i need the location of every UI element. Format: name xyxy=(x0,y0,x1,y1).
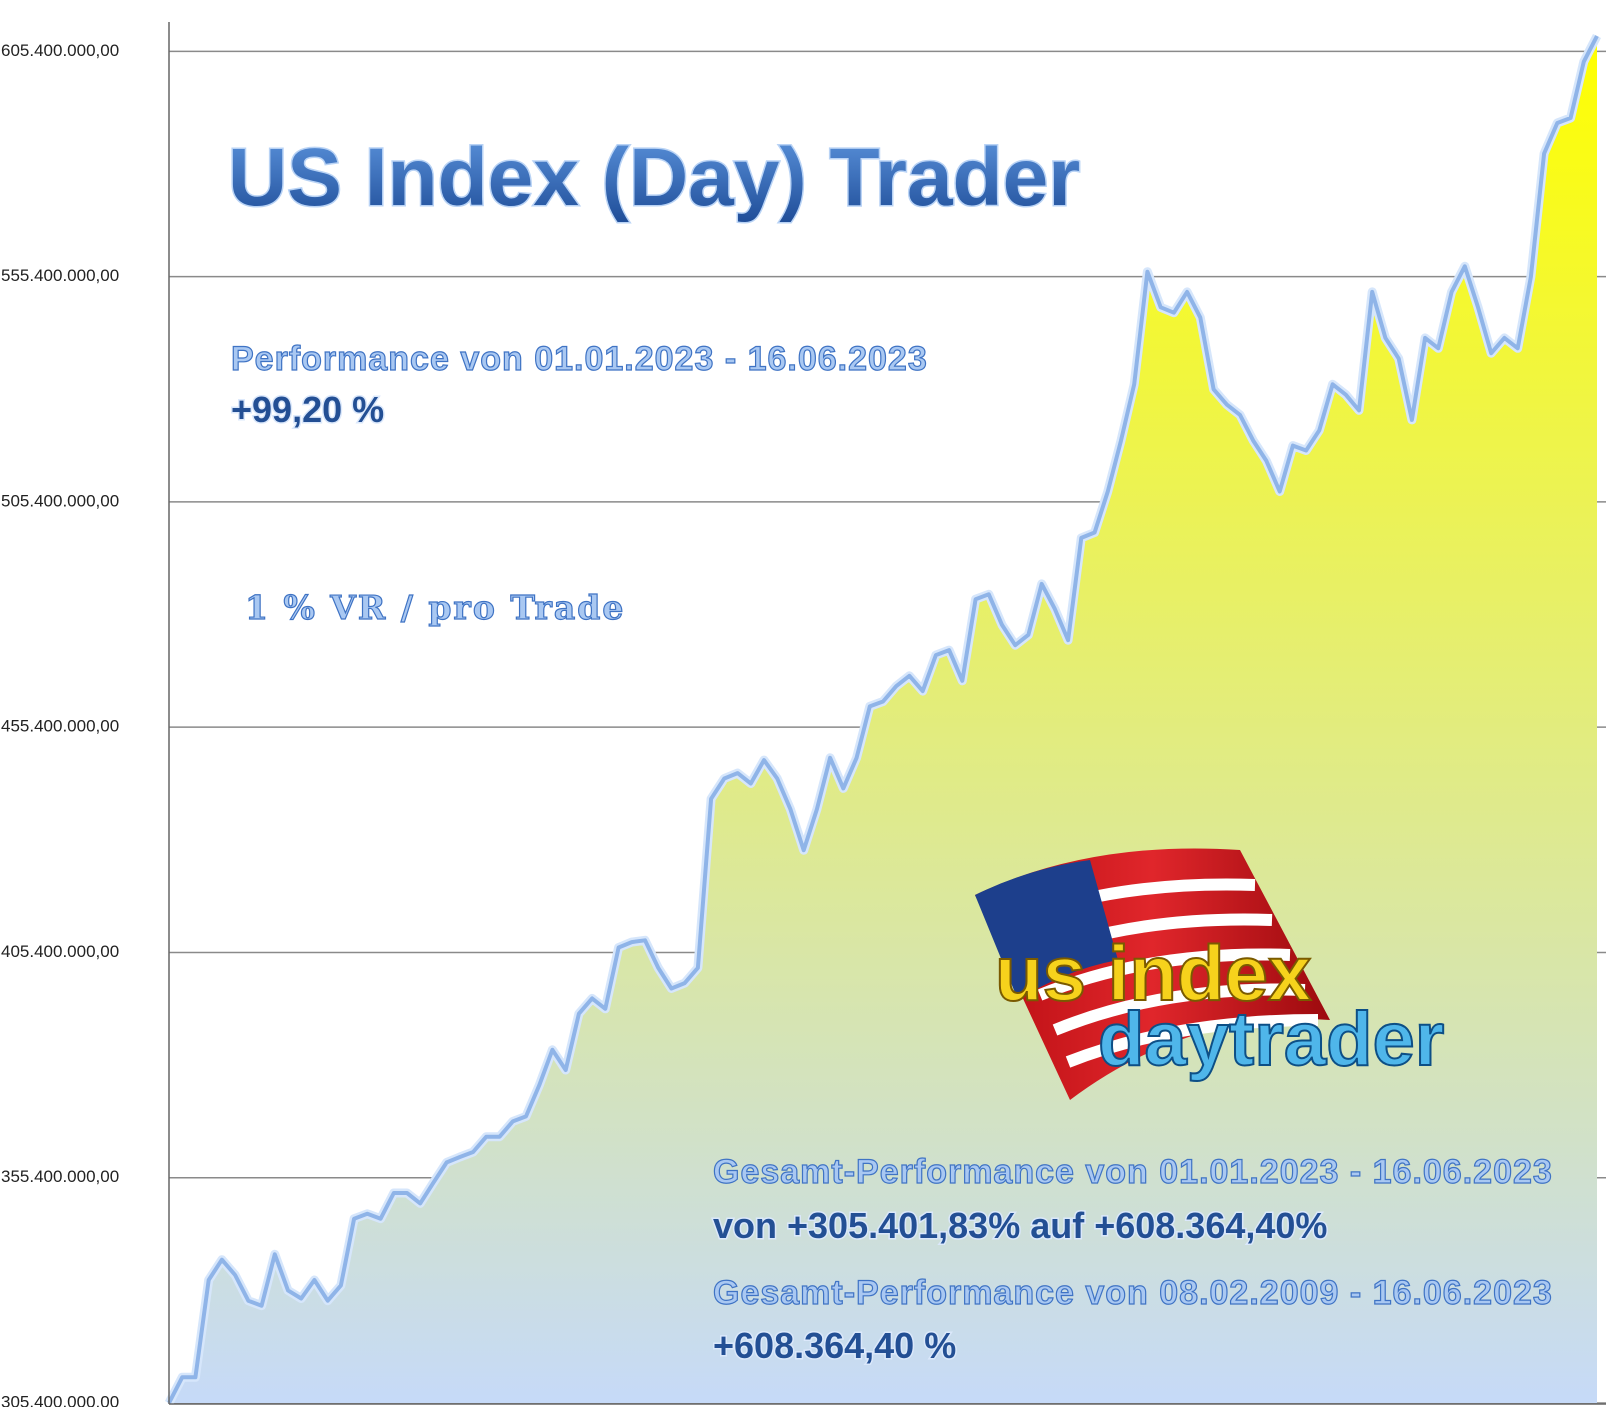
y-ticks: 305.400.000,00 355.400.000,00 405.400.000,… xyxy=(1,41,119,1407)
y-tick-label: 605.400.000,00 xyxy=(1,41,119,60)
logo-text: daytrader xyxy=(1098,997,1444,1082)
annotation: von +305.401,83% auf +608.364,40% xyxy=(713,1205,1327,1246)
y-tick-label: 305.400.000,00 xyxy=(1,1392,119,1407)
annotation: 1 % VR / pro Trade xyxy=(245,588,625,627)
chart-title: US Index (Day) Trader xyxy=(228,132,1080,223)
logo-text: us index xyxy=(995,929,1311,1017)
annotation: +99,20 % xyxy=(231,389,384,430)
annotation: +608.364,40 % xyxy=(713,1325,956,1366)
y-tick-label: 555.400.000,00 xyxy=(1,266,119,285)
y-tick-label: 355.400.000,00 xyxy=(1,1167,119,1186)
flag-canton xyxy=(975,860,1118,1000)
plot-area xyxy=(164,33,1602,1406)
y-tick-label: 455.400.000,00 xyxy=(1,717,119,736)
y-tick-label: 405.400.000,00 xyxy=(1,942,119,961)
area xyxy=(169,36,1597,1403)
line xyxy=(167,35,1599,1404)
logo: us index daytrader xyxy=(975,848,1445,1100)
annotation: Gesamt-Performance von 08.02.2009 - 16.0… xyxy=(713,1274,1553,1312)
annotation: Performance von 01.01.2023 - 16.06.2023 xyxy=(231,340,928,378)
y-tick-label: 505.400.000,00 xyxy=(1,491,119,510)
annotation: Gesamt-Performance von 01.01.2023 - 16.0… xyxy=(713,1153,1553,1191)
flag-stripes xyxy=(997,878,1319,1068)
